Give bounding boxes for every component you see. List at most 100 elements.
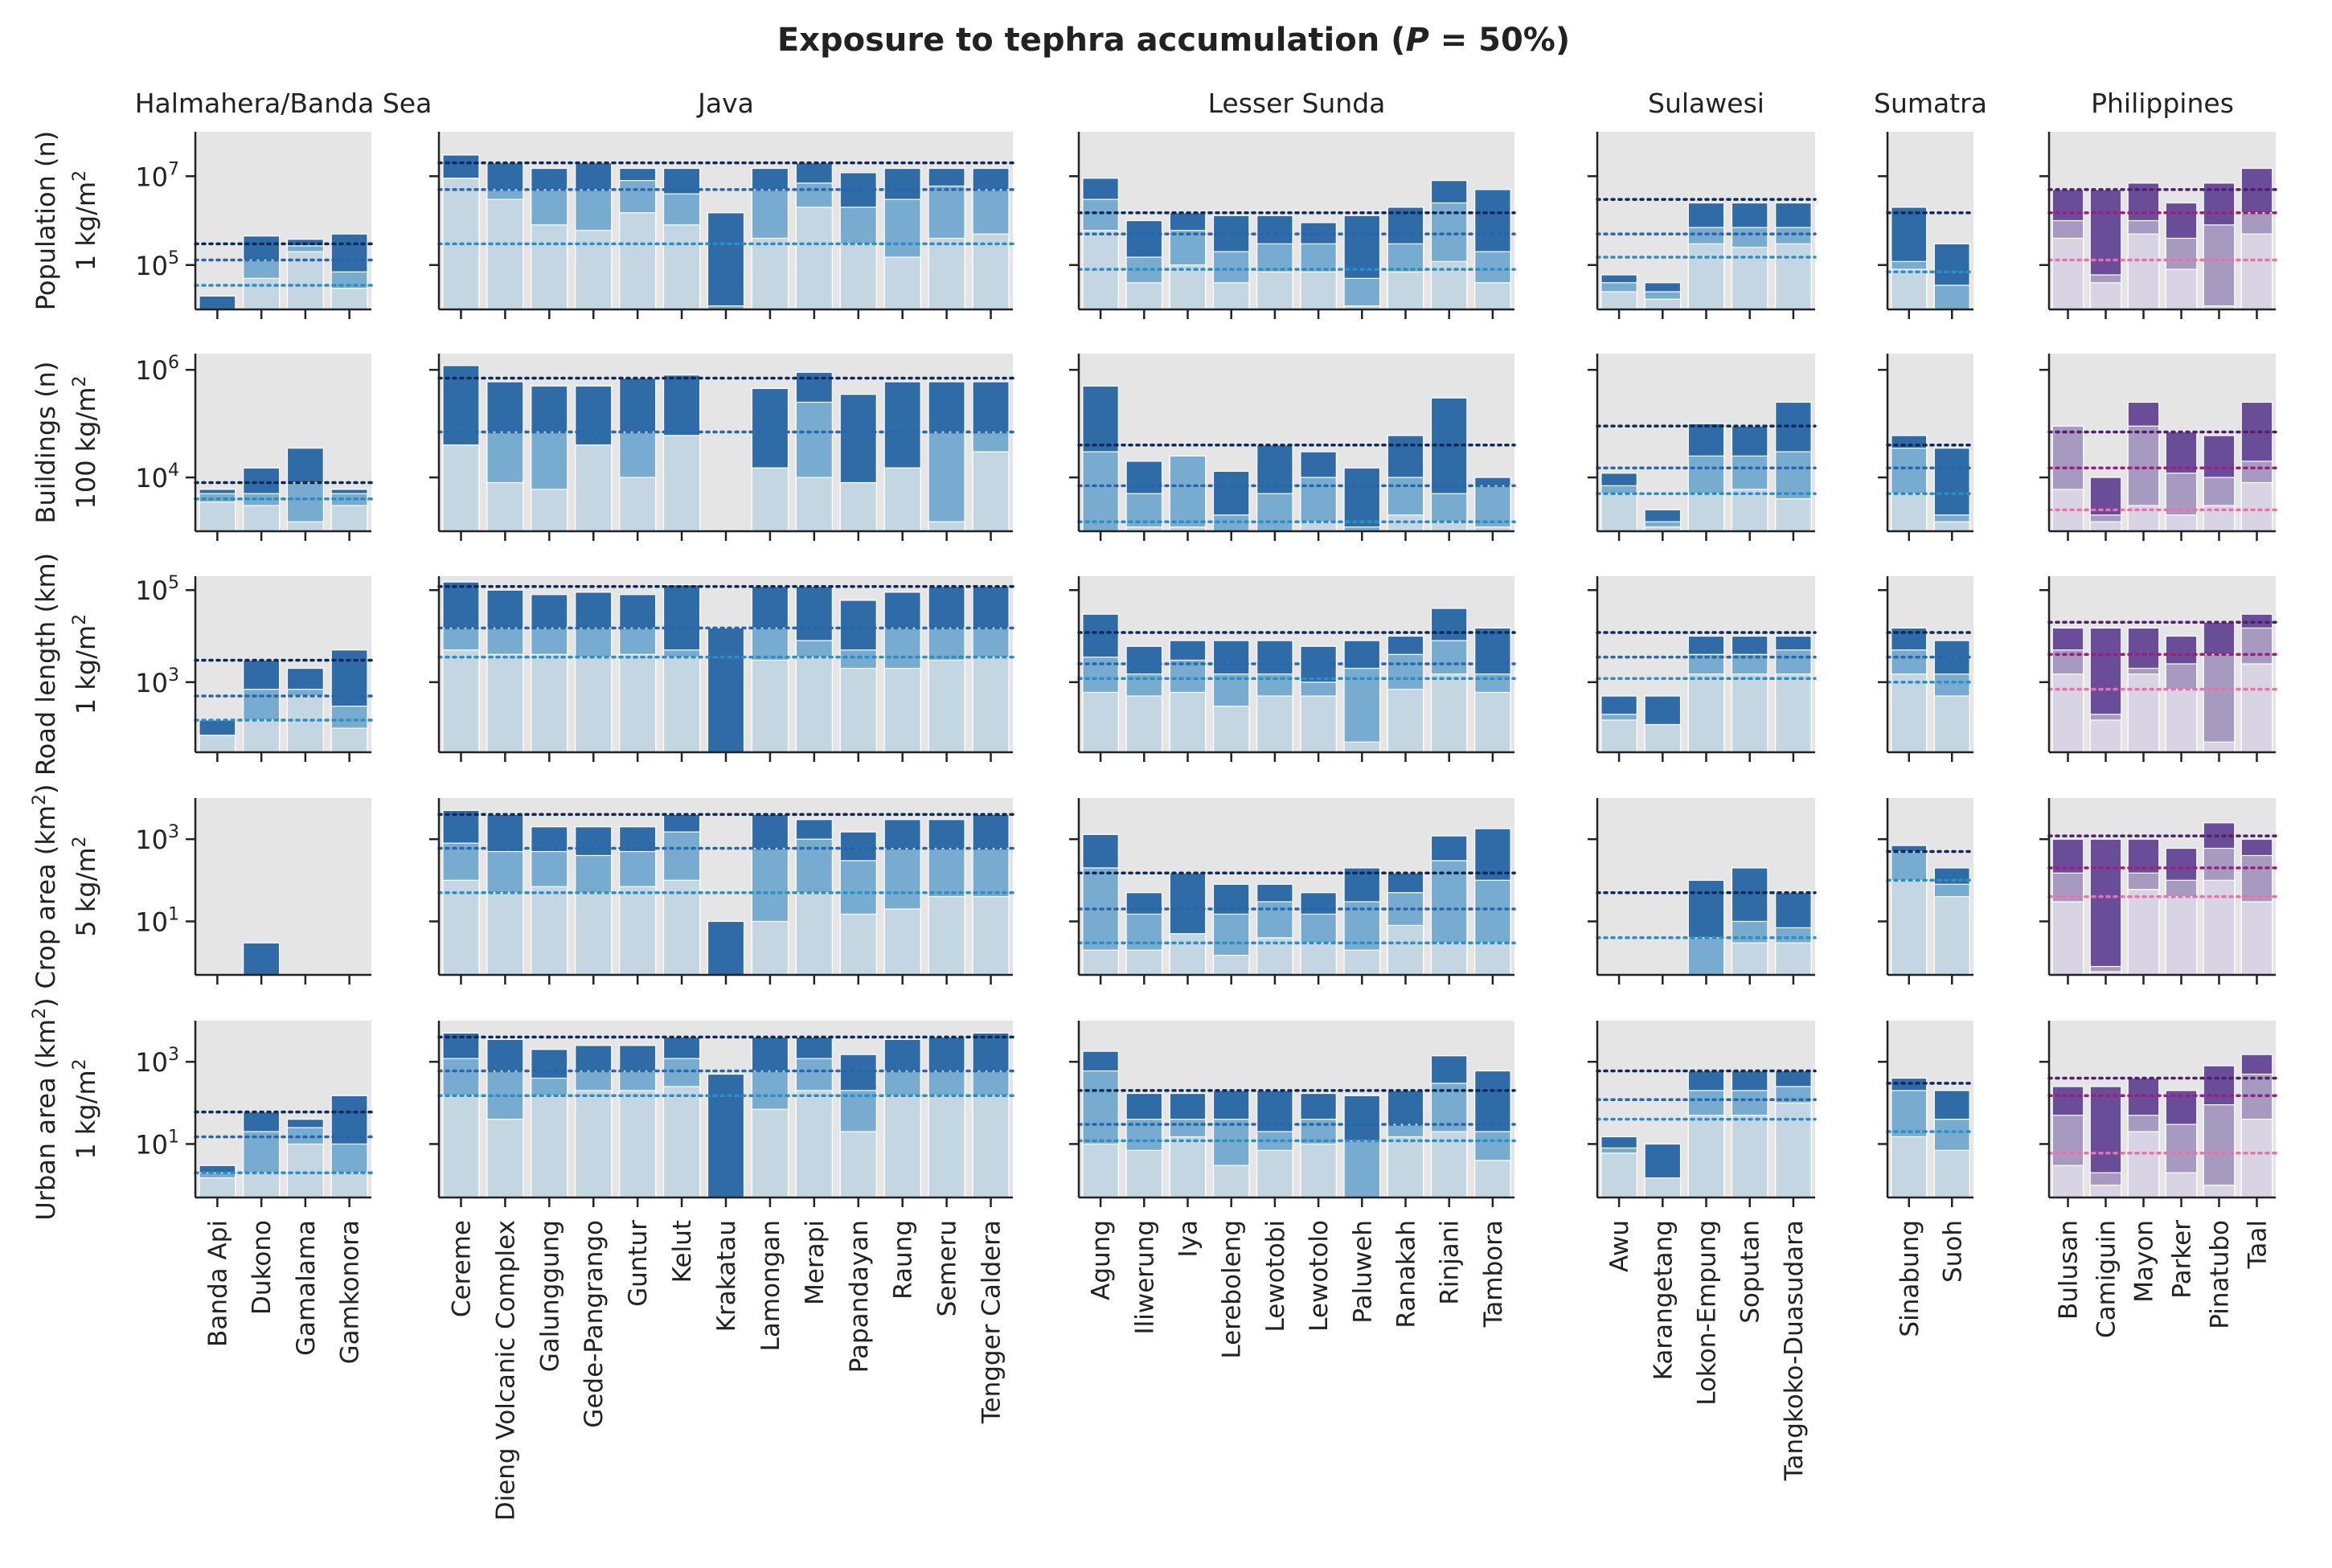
bar-smallest-extent-mayon [2127,1131,2160,1198]
bar-smallest-extent-tangkoko-duasudara [1775,498,1812,532]
bar-smallest-extent-camiguin [2089,1185,2122,1198]
bar-smallest-extent-papandayan [839,667,877,753]
bar-smallest-extent-raung [883,667,921,753]
bar-smallest-extent-lereboleng [1212,1165,1250,1198]
panel-road-length-km-sumatra [1878,576,1975,762]
bar-smallest-extent-semeru [928,237,965,310]
panel-buildings-n-philippines [2039,354,2277,541]
bar-smallest-extent-camiguin [2089,719,2122,753]
panel-urban-area-km-halmahera-banda-sea: 103 101 Banda Api Dukono Gamalama Gamkonora [135,1021,373,1364]
bar-smallest-extent-rinjani [1430,673,1468,753]
bar-smallest-extent-soputan [1731,673,1768,753]
group-title-java: Java [696,88,754,119]
bar-smallest-extent-taal [2240,901,2273,976]
bar-smallest-extent-bulusan [2051,901,2084,976]
bar-smallest-extent-awu [1600,1152,1637,1198]
bar-smallest-extent-dieng-volcanic-complex [486,653,524,753]
x-tick-label-krakatau: Krakatau [712,1220,741,1332]
bar-smallest-extent-mayon [2127,233,2160,310]
x-tick-label-gamalama: Gamalama [292,1220,321,1356]
bar-smallest-extent-iya [1169,1136,1207,1198]
bar-smallest-extent-lamongan [751,920,789,976]
panel-background [2049,798,2276,975]
x-tick-label-cereme: Cereme [447,1220,476,1317]
x-tick-label-awu: Awu [1605,1220,1634,1272]
bar-smallest-extent-tangkoko-duasudara [1775,243,1812,310]
panel-population-n-sumatra: Sumatra [1874,88,1987,319]
panel-population-n-java: Java [429,88,1014,319]
x-tick-label-semeru: Semeru [933,1220,962,1316]
bar-smallest-extent-sinabung [1891,493,1928,532]
bar-smallest-extent-pinatubo [2203,1185,2236,1198]
bar-smallest-extent-gamkonora [330,1172,368,1198]
group-title-sumatra: Sumatra [1874,88,1987,119]
row-ylabel-line2: 1 kg/m2 [70,1058,101,1159]
x-tick-label-pinatubo: Pinatubo [2206,1220,2235,1329]
bar-smallest-extent-taal [2240,663,2273,753]
x-tick-label-lewotolo: Lewotolo [1305,1220,1334,1332]
x-tick-label-rinjani: Rinjani [1436,1220,1465,1305]
bar-smallest-extent-pinatubo [2203,741,2236,753]
x-tick-label-lokon-empung: Lokon-Empung [1693,1220,1722,1406]
panel-background [195,798,371,975]
bar-smallest-extent-karangetang [1644,723,1682,753]
panel-crop-area-km-java [429,798,1014,985]
bar-smallest-extent-sinabung [1891,673,1928,753]
bar-smallest-extent-dieng-volcanic-complex [486,481,524,532]
bar-smallest-extent-dieng-volcanic-complex [486,892,524,976]
bar-smallest-extent-ranakah [1387,689,1424,753]
panel-urban-area-km-sumatra: Sinabung Suoh [1878,1021,1975,1337]
bar-smallest-extent-merapi [795,1090,833,1198]
bar-smallest-extent-soputan [1731,942,1768,976]
bar-smallest-extent-cereme [442,649,480,753]
bar-smallest-extent-merapi [795,207,833,310]
row-ylabel-line1: Urban area (km2) [30,997,61,1220]
bar-smallest-extent-iliwerung [1125,282,1163,310]
bar-smallest-extent-rinjani [1430,521,1468,532]
x-tick-label-sinabung: Sinabung [1896,1220,1924,1337]
panel-urban-area-km-java: Cereme Dieng Volcanic Complex Galunggung Ge… [429,1021,1014,1521]
bar-smallest-extent-agung [1082,949,1119,976]
group-title-sulawesi: Sulawesi [1648,88,1764,119]
x-tick-label-agung: Agung [1087,1220,1116,1300]
bar-smallest-extent-bulusan [2051,237,2084,310]
bar-smallest-extent-galunggung [531,224,568,310]
bar-smallest-extent-gamkonora [330,727,368,753]
y-tick-label: 107 [135,159,179,192]
bar-smallest-extent-karangetang [1644,1177,1682,1198]
bar-middle-extent-iliwerung [1125,493,1163,532]
bar-smallest-extent-iya [1169,933,1207,976]
x-tick-label-soputan: Soputan [1736,1220,1765,1324]
bar-smallest-extent-awu [1600,493,1637,532]
bar-smallest-extent-sinabung [1891,268,1928,310]
bar-middle-extent-paluweh [1343,277,1381,310]
x-tick-label-gede-pangrango: Gede-Pangrango [580,1220,609,1428]
bar-smallest-extent-gede-pangrango [575,892,613,976]
bar-smallest-extent-guntur [619,1090,657,1198]
row-ylabel-line1: Road length (km) [31,553,61,776]
bar-smallest-extent-suoh [1933,1149,1970,1198]
figure-title-suffix: = 50%) [1429,22,1570,59]
x-tick-label-iya: Iya [1174,1220,1203,1258]
bar-smallest-extent-dukono [243,719,281,753]
bar-smallest-extent-cereme [442,1095,480,1198]
group-title-halmahera-banda-sea: Halmahera/Banda Sea [135,88,432,119]
bar-middle-extent-paluweh [1343,1140,1381,1198]
bar-smallest-extent-iya [1169,264,1207,310]
bar-smallest-extent-soputan [1731,1115,1768,1198]
row-ylabel-line2: 1 kg/m2 [70,170,101,271]
bar-smallest-extent-tambora [1474,691,1511,753]
bar-smallest-extent-taal [2240,481,2273,532]
x-tick-label-lewotobi: Lewotobi [1261,1220,1290,1333]
panel-background [2049,1021,2276,1197]
x-tick-label-lamongan: Lamongan [756,1220,785,1351]
x-tick-label-taal: Taal [2244,1220,2273,1269]
bar-middle-extent-pinatubo [2203,224,2236,310]
bar-smallest-extent-semeru [928,521,965,532]
bar-smallest-extent-galunggung [531,1095,568,1198]
bar-smallest-extent-taal [2240,1119,2273,1198]
bar-smallest-extent-iya [1169,691,1207,753]
panel-buildings-n-sumatra [1878,354,1975,541]
bar-smallest-extent-camiguin [2089,521,2122,532]
x-tick-label-camiguin: Camiguin [2092,1220,2121,1338]
